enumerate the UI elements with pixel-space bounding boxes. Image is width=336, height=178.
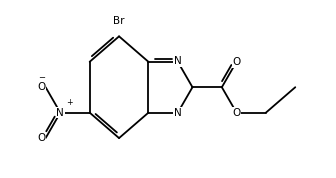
Text: +: + <box>66 98 72 107</box>
Text: O: O <box>37 133 46 143</box>
Text: O: O <box>37 82 46 92</box>
Text: N: N <box>174 56 182 66</box>
Text: N: N <box>56 108 64 118</box>
Text: N: N <box>174 108 182 118</box>
Text: O: O <box>233 108 241 118</box>
Text: −: − <box>38 73 45 82</box>
Text: Br: Br <box>113 16 125 26</box>
Text: O: O <box>233 57 241 67</box>
